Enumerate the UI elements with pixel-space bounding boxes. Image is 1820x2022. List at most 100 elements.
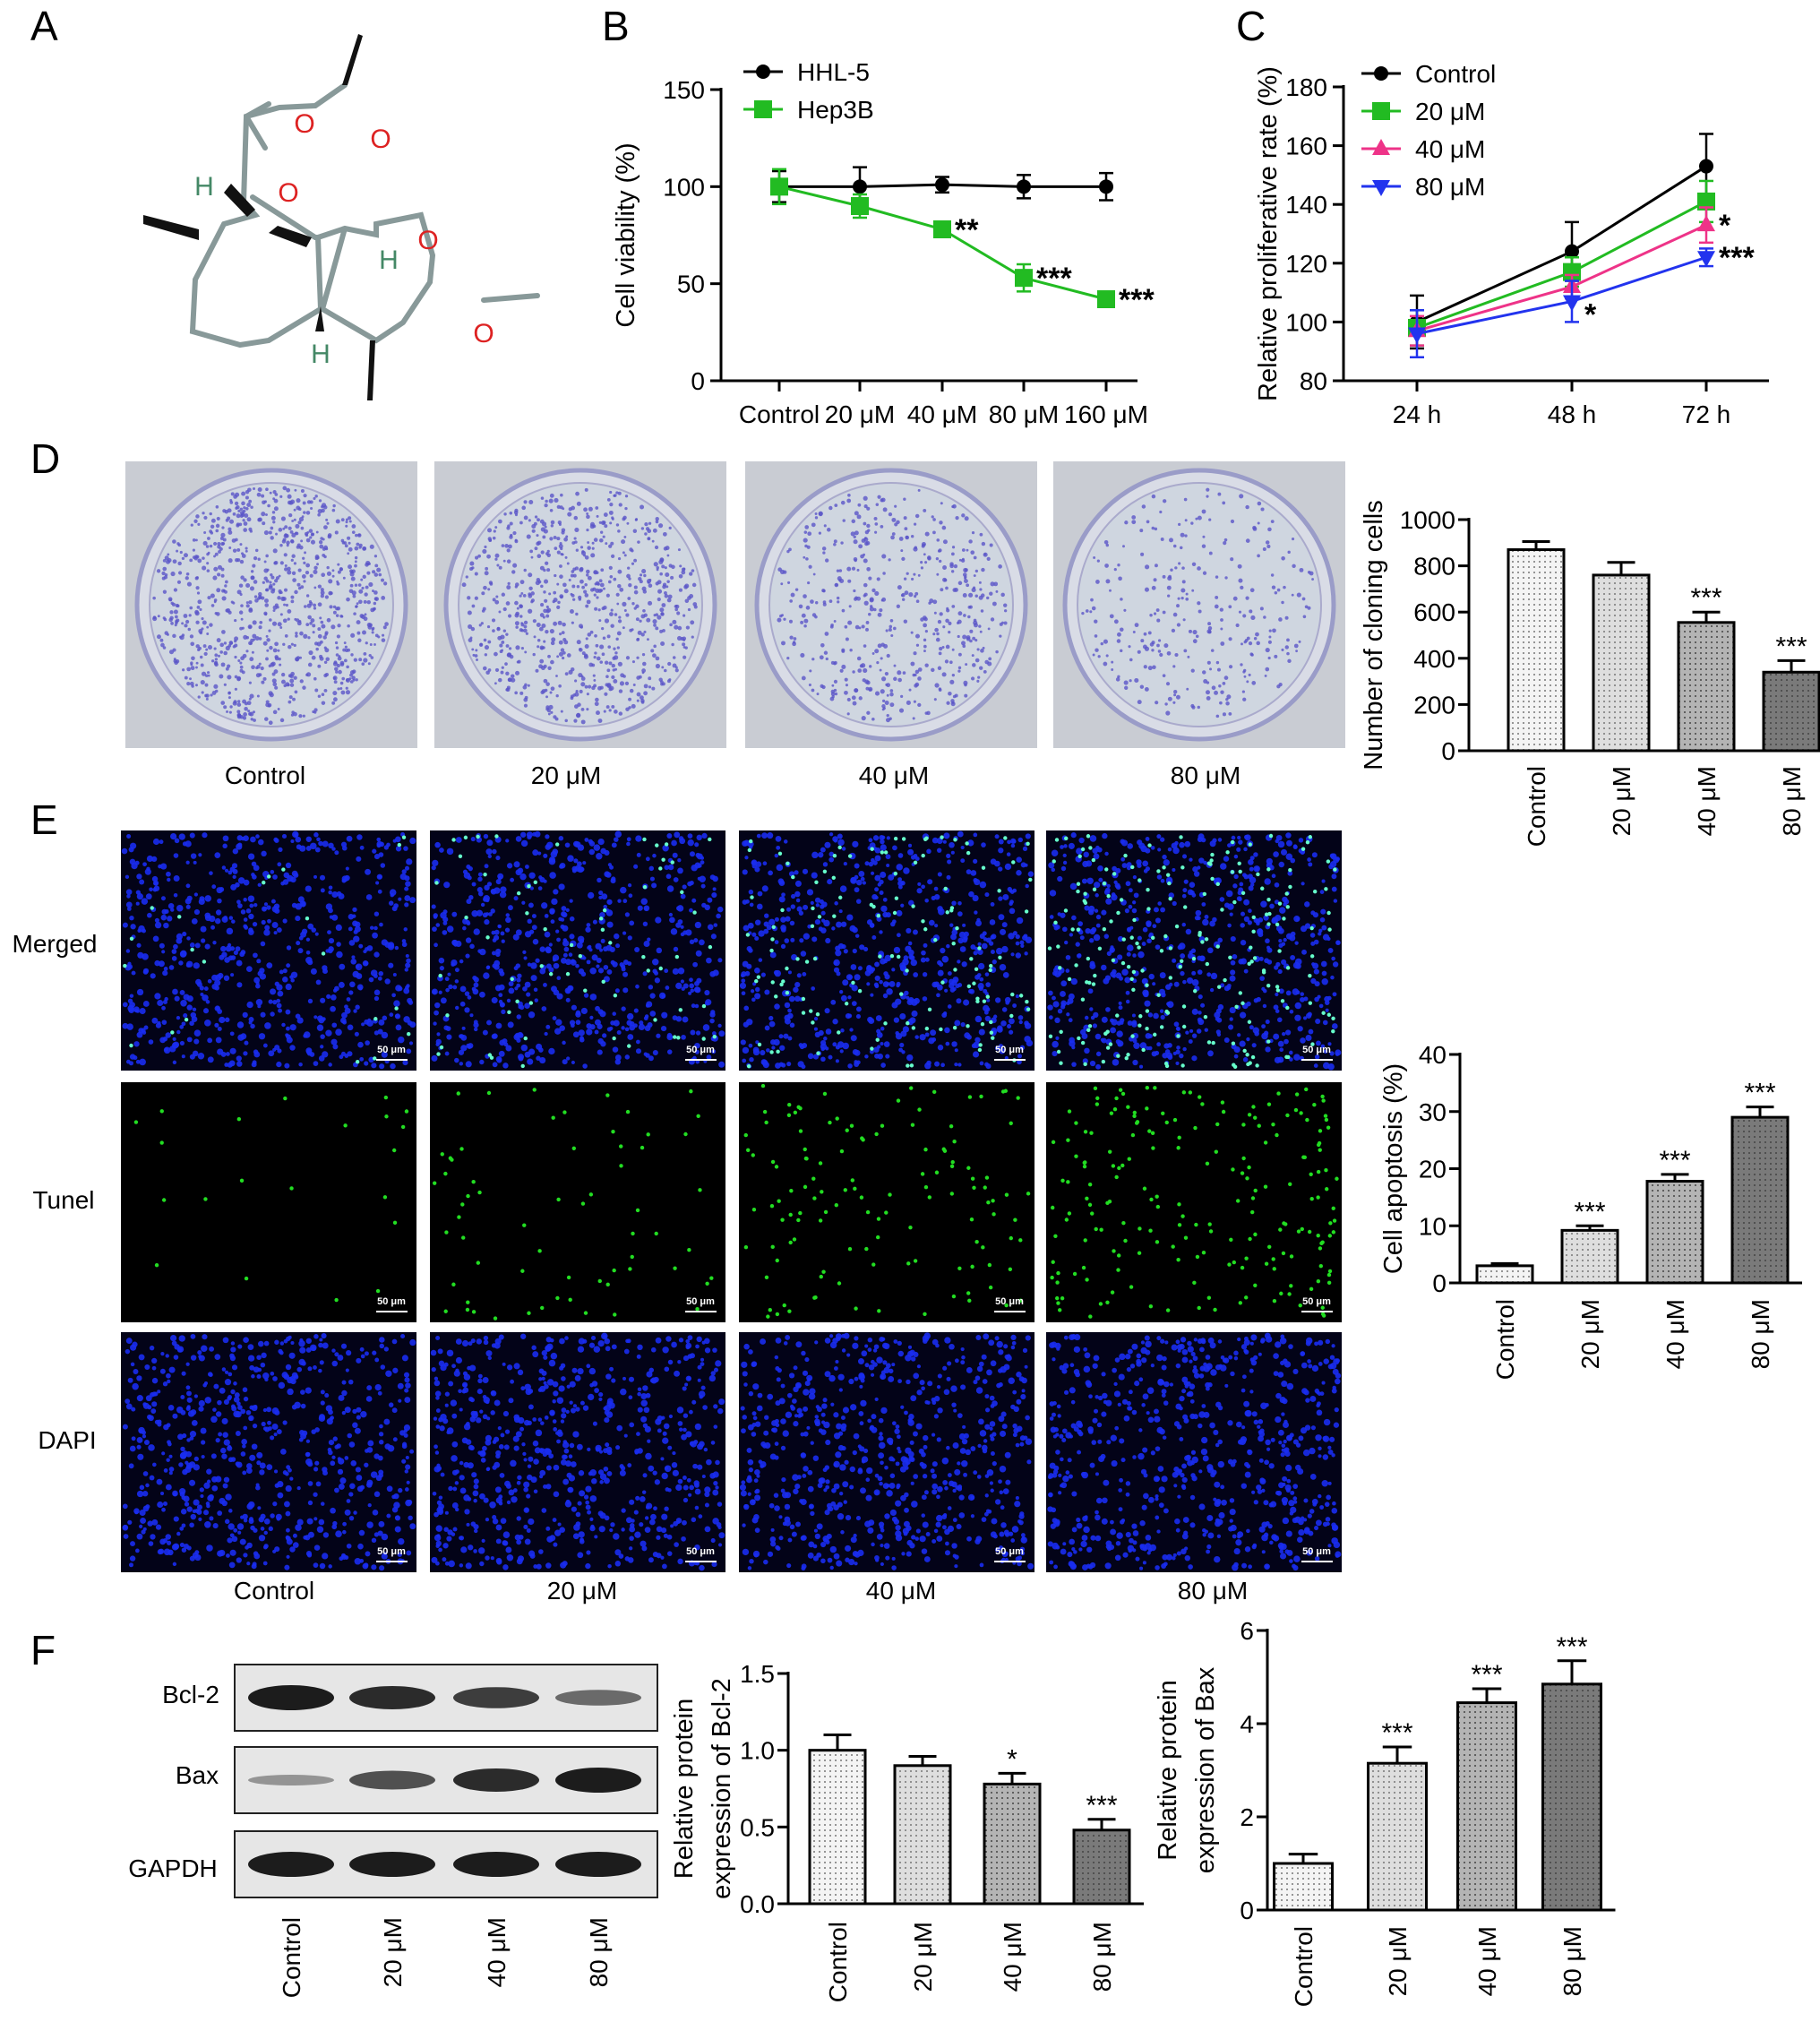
dapi-nucleus — [693, 986, 700, 993]
dapi-nucleus — [502, 1063, 509, 1069]
colony-dot — [822, 589, 826, 593]
dapi-nucleus — [957, 937, 964, 944]
colony-dot — [1202, 670, 1206, 675]
colony-dot — [267, 503, 270, 508]
significance-label: *** — [1690, 583, 1721, 613]
colony-dot — [653, 614, 657, 617]
colony-dot — [639, 573, 643, 577]
colony-dot — [281, 679, 286, 684]
dapi-nucleus — [571, 959, 575, 964]
colony-dot — [1144, 687, 1149, 692]
colony-dot — [865, 627, 869, 632]
dapi-nucleus — [135, 890, 142, 895]
colony-dot — [849, 649, 853, 652]
dapi-nucleus — [756, 903, 763, 910]
dapi-nucleus — [215, 909, 222, 916]
colony-dot — [937, 549, 941, 553]
colony-dot — [264, 717, 269, 721]
colony-dot — [512, 530, 517, 536]
colony-dot — [641, 569, 647, 574]
dapi-nucleus — [314, 847, 321, 853]
dapi-nucleus — [322, 968, 328, 975]
dapi-nucleus — [619, 962, 624, 968]
colony-dot — [781, 641, 786, 646]
dapi-nucleus — [764, 913, 769, 918]
colony-dot — [1219, 607, 1223, 612]
dapi-nucleus — [344, 1004, 348, 1010]
colony-dot — [544, 598, 548, 603]
colony-dot — [335, 607, 339, 611]
colony-dot — [691, 582, 697, 588]
colony-dot — [468, 638, 473, 642]
colony-dot — [519, 580, 525, 585]
colony-dot — [374, 564, 379, 568]
colony-dot — [269, 581, 272, 584]
dapi-nucleus — [627, 935, 632, 941]
colony-dot — [1123, 608, 1127, 612]
tunel-positive-cell — [527, 883, 531, 889]
colony-dot — [335, 614, 339, 617]
tunel-positive-cell — [901, 837, 906, 841]
colony-dot — [214, 552, 219, 556]
colony-dot — [1134, 677, 1139, 684]
colony-dot — [1188, 629, 1193, 633]
colony-dot — [677, 625, 682, 631]
dapi-nucleus — [852, 948, 857, 954]
colony-dot — [279, 718, 285, 723]
dapi-nucleus — [520, 1044, 528, 1052]
colony-dot — [193, 519, 198, 523]
colony-dot — [1184, 519, 1188, 522]
colony-dot — [1219, 701, 1223, 705]
colony-dot — [665, 572, 670, 577]
colony-dot — [253, 638, 256, 641]
dapi-nucleus — [476, 909, 484, 917]
dapi-nucleus — [451, 962, 456, 967]
colony-dot — [498, 610, 502, 614]
dapi-nucleus — [388, 900, 394, 906]
colony-dot — [652, 653, 657, 658]
dapi-nucleus — [689, 908, 693, 913]
colony-dot — [576, 584, 580, 589]
dapi-nucleus — [405, 881, 411, 887]
significance-label: *** — [1744, 1079, 1775, 1108]
dapi-nucleus — [139, 1008, 146, 1015]
colony-dot — [298, 545, 304, 550]
colony-dot — [1162, 499, 1167, 503]
colony-dot — [581, 550, 585, 554]
dapi-nucleus — [529, 929, 535, 934]
colony-dot — [253, 718, 256, 722]
dapi-nucleus — [880, 1063, 886, 1068]
dapi-nucleus — [395, 846, 402, 852]
colony-dot — [266, 649, 270, 652]
colony-dot — [527, 684, 530, 687]
colony-dot — [825, 558, 829, 563]
colony-dot — [484, 571, 489, 576]
dapi-nucleus — [541, 902, 548, 909]
colony-dot — [522, 594, 527, 598]
colony-dot — [901, 556, 906, 561]
colony-dot — [575, 612, 579, 616]
dapi-nucleus — [598, 948, 604, 952]
dapi-nucleus — [459, 985, 467, 993]
colony-dot — [283, 603, 287, 607]
x-tick-label: 24 h — [1393, 400, 1442, 428]
colony-dot — [261, 494, 265, 498]
dapi-nucleus — [331, 891, 339, 898]
legend-marker — [1372, 102, 1390, 120]
colony-dot — [269, 645, 273, 650]
colony-dot — [328, 579, 333, 584]
dapi-nucleus — [689, 939, 695, 944]
colony-dot — [874, 691, 880, 696]
dapi-nucleus — [328, 1063, 332, 1067]
dapi-nucleus — [969, 988, 975, 994]
tunel-positive-cell — [670, 860, 674, 865]
colony-dot — [482, 666, 487, 671]
y-tick-label: 100 — [663, 173, 705, 201]
colony-dot — [285, 603, 288, 607]
colony-dot — [658, 523, 664, 529]
colony-dot — [949, 679, 955, 684]
colony-dot — [471, 566, 475, 570]
colony-dot — [1240, 663, 1243, 667]
colony-dot — [560, 710, 563, 713]
colony-dot — [271, 511, 276, 514]
